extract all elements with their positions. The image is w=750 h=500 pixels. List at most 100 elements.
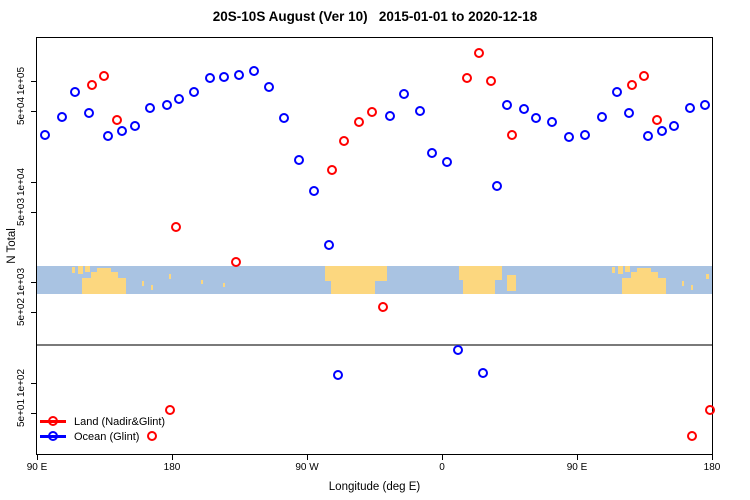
legend-label-land: Land (Nadir&Glint) bbox=[74, 415, 166, 428]
data-point-ocean bbox=[643, 131, 654, 142]
land-patch bbox=[97, 268, 111, 274]
data-point-ocean bbox=[478, 368, 489, 379]
land-patch bbox=[151, 284, 154, 290]
data-point-land bbox=[86, 79, 97, 90]
data-point-land bbox=[638, 71, 649, 82]
x-tick-label: 90 E bbox=[26, 462, 48, 473]
y-tick bbox=[31, 111, 37, 113]
land-patch bbox=[142, 281, 145, 287]
data-point-land bbox=[170, 221, 181, 232]
x-tick-label: 90 W bbox=[295, 462, 319, 473]
data-point-ocean bbox=[70, 87, 81, 98]
land-patch bbox=[611, 267, 615, 273]
x-tick-label: 180 bbox=[703, 462, 721, 473]
data-point-ocean bbox=[332, 370, 343, 381]
land-patch bbox=[706, 274, 709, 280]
land-patch bbox=[325, 265, 387, 282]
land-patch bbox=[506, 274, 516, 292]
data-point-land bbox=[146, 430, 157, 441]
x-tick-label: 90 E bbox=[566, 462, 588, 473]
data-point-ocean bbox=[323, 240, 334, 251]
y-tick-label: 1e+03 bbox=[16, 267, 27, 297]
y-tick-label: 1e+04 bbox=[16, 167, 27, 196]
plot-border bbox=[36, 37, 713, 455]
y-tick bbox=[31, 382, 37, 384]
data-point-ocean bbox=[173, 94, 184, 105]
y-tick-label: 5e+01 bbox=[16, 398, 27, 427]
data-point-land bbox=[164, 405, 175, 416]
land-patch bbox=[637, 268, 651, 274]
data-point-ocean bbox=[596, 112, 607, 123]
x-tick-label: 0 bbox=[439, 462, 445, 473]
y-tick-label: 5e+02 bbox=[16, 298, 27, 327]
data-point-ocean bbox=[668, 121, 679, 132]
legend-label-ocean: Ocean (Glint) bbox=[74, 430, 140, 443]
land-patch bbox=[622, 278, 666, 294]
y-tick bbox=[31, 181, 37, 183]
data-point-ocean bbox=[233, 70, 244, 81]
data-point-ocean bbox=[685, 103, 696, 114]
land-patch bbox=[331, 279, 375, 294]
x-tick bbox=[442, 454, 443, 460]
land-patch bbox=[200, 279, 203, 285]
data-point-ocean bbox=[103, 131, 114, 142]
x-tick bbox=[712, 454, 713, 460]
y-axis-title: N Total bbox=[6, 228, 18, 264]
data-point-ocean bbox=[656, 126, 667, 137]
data-point-ocean bbox=[623, 108, 634, 119]
data-point-ocean bbox=[188, 87, 199, 98]
land-series-marker-icon bbox=[40, 416, 66, 427]
data-point-ocean bbox=[130, 121, 141, 132]
y-tick-label: 1e+02 bbox=[16, 368, 27, 397]
data-point-land bbox=[473, 48, 484, 59]
ocean-series-marker-icon bbox=[40, 431, 66, 442]
land-patch bbox=[625, 265, 630, 272]
data-point-ocean bbox=[40, 130, 51, 141]
world-map-band bbox=[37, 265, 712, 294]
data-point-land bbox=[686, 430, 697, 441]
y-tick-label: 5e+03 bbox=[16, 197, 27, 226]
data-point-ocean bbox=[427, 147, 438, 158]
data-point-ocean bbox=[530, 113, 541, 124]
land-patch bbox=[691, 284, 694, 290]
data-point-ocean bbox=[547, 117, 558, 128]
data-point-land bbox=[98, 71, 109, 82]
land-patch bbox=[463, 279, 495, 294]
data-point-land bbox=[367, 107, 378, 118]
x-tick-label: 180 bbox=[163, 462, 181, 473]
data-point-ocean bbox=[161, 100, 172, 111]
data-point-ocean bbox=[218, 72, 229, 83]
x-axis-title: Longitude (deg E) bbox=[328, 481, 421, 493]
data-point-ocean bbox=[308, 185, 319, 196]
data-point-ocean bbox=[248, 66, 259, 77]
y-tick bbox=[31, 211, 37, 213]
land-patch bbox=[223, 283, 226, 288]
data-point-ocean bbox=[205, 73, 216, 84]
data-point-land bbox=[112, 115, 123, 126]
data-point-ocean bbox=[398, 88, 409, 99]
reference-line bbox=[37, 344, 712, 347]
land-patch bbox=[617, 265, 623, 274]
data-point-land bbox=[506, 130, 517, 141]
land-patch bbox=[77, 265, 83, 274]
plot-area: N Total Longitude (deg E) Land (Nadir&Gl… bbox=[6, 37, 720, 493]
data-point-land bbox=[652, 115, 663, 126]
data-point-ocean bbox=[700, 100, 711, 111]
data-point-ocean bbox=[293, 155, 304, 166]
data-point-ocean bbox=[145, 103, 156, 114]
data-point-ocean bbox=[563, 132, 574, 143]
land-patch bbox=[169, 274, 172, 280]
data-point-land bbox=[353, 117, 364, 128]
land-patch bbox=[631, 271, 658, 281]
x-tick bbox=[307, 454, 308, 460]
data-point-ocean bbox=[263, 82, 274, 93]
data-point-ocean bbox=[116, 126, 127, 137]
y-tick-label: 5e+04 bbox=[16, 97, 27, 126]
y-tick bbox=[31, 81, 37, 82]
land-patch bbox=[85, 265, 90, 272]
data-point-ocean bbox=[502, 100, 513, 111]
x-tick bbox=[577, 454, 578, 460]
data-point-ocean bbox=[83, 108, 94, 119]
data-point-land bbox=[377, 301, 388, 312]
